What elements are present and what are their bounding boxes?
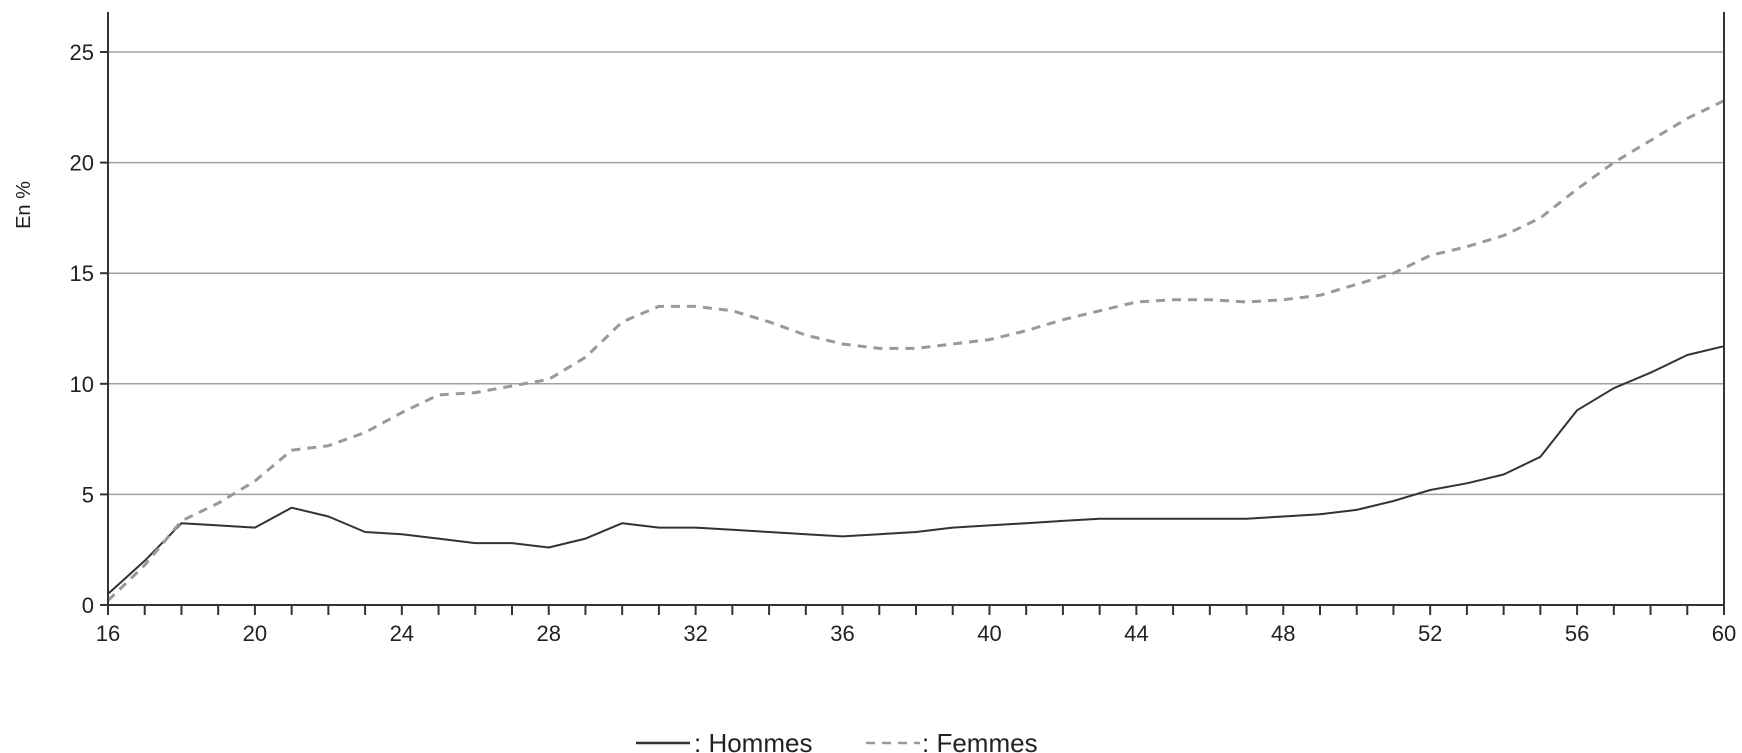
x-ticks: 16 20 24 28 32 36 40 44 48 52 56 60 [96,605,1736,646]
x-tick-label: 24 [390,621,414,646]
y-tick-label: 5 [82,482,94,507]
x-tick-label: 44 [1124,621,1148,646]
y-tick-label: 15 [70,261,94,286]
x-tick-label: 48 [1271,621,1295,646]
y-axis-title: En % [13,181,35,229]
series-line-hommes [107,345,1725,595]
legend-label-hommes: : Hommes [694,728,812,753]
x-tick-label: 40 [977,621,1001,646]
x-tick-label: 56 [1565,621,1589,646]
x-tick-label: 60 [1712,621,1736,646]
legend: : Hommes : Femmes [636,728,1038,753]
x-tick-label: 28 [536,621,560,646]
x-tick-label: 20 [243,621,267,646]
y-ticks: 0 5 10 15 20 25 [70,40,108,618]
gridlines [108,51,1724,496]
series-line-femmes [106,99,1725,602]
axes [107,12,1725,606]
y-tick-label: 0 [82,593,94,618]
x-tick-label: 32 [683,621,707,646]
y-tick-label: 25 [70,40,94,65]
y-tick-label: 10 [70,372,94,397]
legend-label-femmes: : Femmes [922,728,1038,753]
x-tick-label: 52 [1418,621,1442,646]
x-tick-label: 36 [830,621,854,646]
series-layer [106,99,1725,602]
y-tick-label: 20 [70,151,94,176]
x-tick-label: 16 [96,621,120,646]
